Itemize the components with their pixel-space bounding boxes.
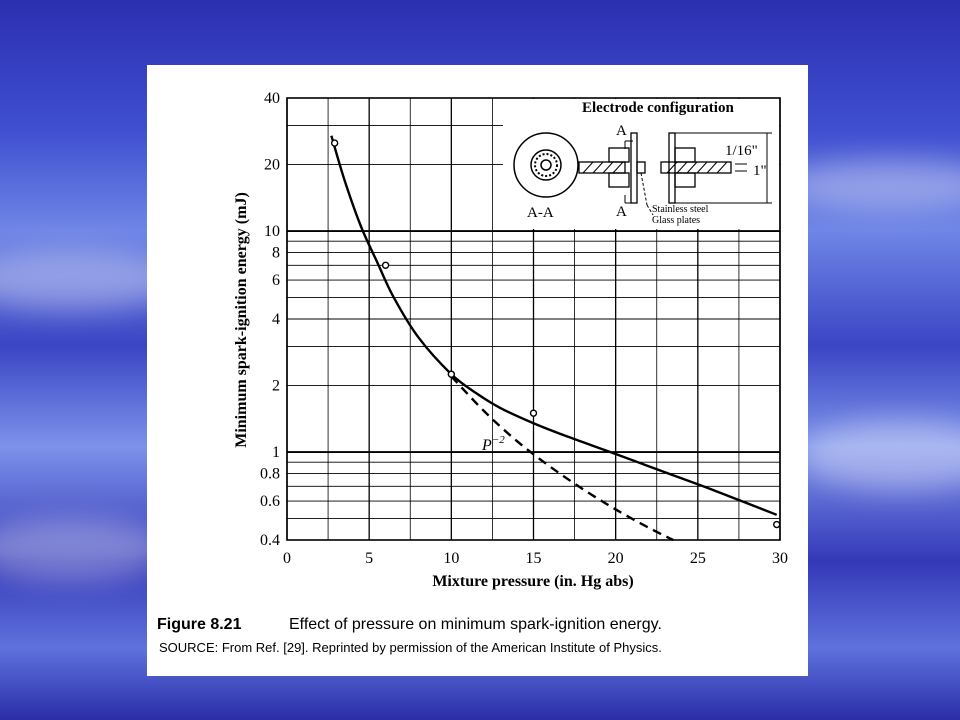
y-tick-label: 4 (272, 311, 280, 328)
y-tick-label: 2 (272, 378, 280, 395)
data-point (330, 139, 339, 147)
y-tick-label: 0.8 (260, 465, 280, 482)
data-point (381, 261, 390, 269)
figure-panel: 0 5 10 15 20 25 30 0.4 0.6 0.8 1 2 4 6 8 10 20 40 Mixture… (147, 65, 808, 676)
figure-caption-text: Effect of pressure on minimum spark-igni… (289, 616, 662, 633)
figure-source: SOURCE: From Ref. [29]. Reprinted by per… (159, 640, 662, 655)
inset-background (503, 99, 779, 229)
section-marker-top: A (616, 123, 627, 139)
cloud-decoration (0, 520, 170, 580)
stainless-steel-note: Stainless steel (652, 204, 709, 215)
inset-title: Electrode configuration (582, 100, 734, 116)
series-layer (330, 135, 778, 542)
y-axis-label: Minimum spark-ignition energy (mJ) (233, 192, 250, 448)
y-tick-label: 10 (264, 223, 280, 240)
x-tick-label: 5 (365, 550, 373, 567)
pressure-energy-chart: 0 5 10 15 20 25 30 0.4 0.6 0.8 1 2 4 6 8 10 20 40 Mixture… (233, 90, 788, 590)
curve-label: P−2 (481, 434, 505, 454)
y-tick-label: 6 (272, 272, 280, 289)
x-tick-label: 10 (443, 550, 459, 567)
curve-label-exponent: −2 (492, 434, 505, 446)
data-point (447, 370, 456, 378)
cloud-decoration (780, 160, 960, 210)
section-label: A-A (527, 205, 554, 221)
data-point (529, 409, 538, 417)
figure-number: Figure 8.21 (157, 616, 242, 633)
curve-label-base: P (481, 437, 492, 454)
y-tick-label: 20 (264, 157, 280, 174)
y-tick-label: 0.6 (260, 493, 280, 510)
x-tick-label: 30 (772, 550, 788, 567)
x-tick-label: 15 (526, 550, 542, 567)
p-minus-two-curve (450, 375, 674, 542)
electrode-inset: Electrode configuration A-A (503, 99, 779, 229)
glass-plates-note: Glass plates (652, 215, 700, 226)
cloud-decoration (800, 420, 960, 490)
data-point (773, 520, 781, 529)
y-tick-label: 8 (272, 244, 280, 261)
x-tick-label: 0 (283, 550, 291, 567)
electrode-diagram-icon (578, 132, 772, 216)
y-tick-label: 40 (264, 90, 280, 107)
width-dimension-label: 1" (753, 163, 767, 179)
figure-caption: Figure 8.21 Effect of pressure on minimum… (157, 616, 797, 655)
section-marker-bottom: A (616, 204, 627, 220)
points-layer (330, 139, 781, 529)
x-tick-label: 25 (690, 550, 706, 567)
x-tick-label: 20 (608, 550, 624, 567)
y-tick-label: 1 (272, 444, 280, 461)
tick-labels: 0 5 10 15 20 25 30 0.4 0.6 0.8 1 2 4 6 8 10 20 40 (260, 90, 788, 567)
energy-curve (330, 135, 778, 516)
caption-line: Figure 8.21 Effect of pressure on minimum… (157, 616, 797, 634)
x-axis-label: Mixture pressure (in. Hg abs) (432, 573, 633, 590)
cross-section-icon (513, 132, 579, 198)
y-tick-label: 0.4 (260, 532, 280, 549)
gap-dimension-label: 1/16" (725, 143, 758, 159)
